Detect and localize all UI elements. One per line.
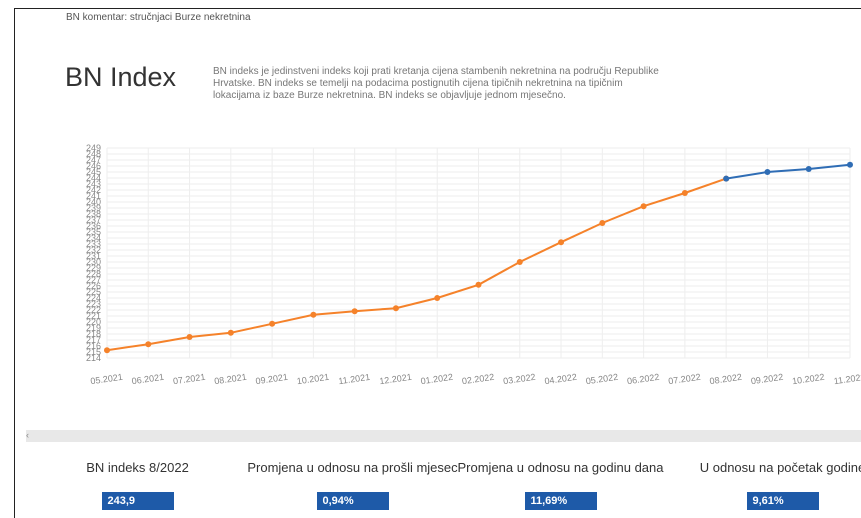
y-tick-label: 247	[86, 155, 101, 165]
y-tick-label: 236	[86, 221, 101, 231]
y-tick-label: 249	[86, 143, 101, 153]
stat-label: BN indeks 8/2022	[86, 460, 189, 475]
stat-value: 0,94%	[316, 492, 389, 510]
y-tick-label: 242	[86, 185, 101, 195]
x-tick-label: 01.2022	[420, 372, 454, 386]
y-tick-label: 235	[86, 227, 101, 237]
x-tick-label: 04.2022	[544, 372, 578, 386]
y-tick-label: 233	[86, 239, 101, 249]
x-tick-label: 06.2022	[626, 372, 660, 386]
y-tick-label: 232	[86, 245, 101, 255]
y-tick-label: 231	[86, 251, 101, 261]
y-tick-label: 234	[86, 233, 101, 243]
stat: U odnosu na početak godine 9,61%	[675, 460, 861, 510]
x-tick-label: 03.2022	[503, 372, 537, 386]
y-tick-label: 248	[86, 149, 101, 159]
stat-label: U odnosu na početak godine	[699, 460, 861, 475]
y-tick-label: 239	[86, 203, 101, 213]
y-tick-label: 216	[86, 341, 101, 351]
scrollbar[interactable]: ‹	[26, 430, 861, 442]
y-tick-label: 229	[86, 263, 101, 273]
point	[104, 347, 110, 354]
y-tick-label: 230	[86, 257, 101, 267]
point	[475, 281, 482, 288]
point	[269, 320, 276, 327]
x-tick-label: 07.2021	[172, 372, 206, 386]
y-tick-label: 228	[86, 269, 101, 279]
point	[805, 166, 812, 172]
point	[847, 161, 853, 168]
y-tick-label: 226	[86, 281, 101, 291]
stat-value: 9,61%	[746, 492, 819, 510]
line	[106, 177, 727, 352]
chart: 2142152162172182192202212222232242252262…	[86, 143, 861, 386]
y-tick-label: 219	[86, 323, 101, 333]
y-tick-label: 244	[86, 173, 101, 183]
point	[186, 334, 193, 340]
y-tick-label: 218	[86, 329, 101, 339]
y-tick-label: 214	[86, 353, 101, 363]
x-tick-label: 06.2021	[131, 372, 165, 386]
point	[145, 341, 152, 348]
y-tick-label: 223	[86, 299, 101, 309]
y-tick-label: 215	[86, 347, 101, 357]
point	[558, 239, 565, 246]
line	[726, 163, 851, 180]
y-tick-label: 221	[86, 311, 101, 321]
x-tick-label: 05.2021	[90, 372, 124, 386]
y-tick-label: 238	[86, 209, 101, 219]
y-tick-label: 224	[86, 293, 101, 303]
frame	[14, 8, 861, 518]
x-tick-label: 08.2021	[214, 372, 248, 386]
point	[227, 329, 234, 336]
x-tick-label: 10.2022	[791, 372, 825, 386]
stat: BN indeks 8/2022 243,9	[30, 460, 245, 510]
x-tick-label: 10.2021	[296, 372, 330, 386]
y-tick-label: 246	[86, 161, 101, 171]
x-tick-label: 09.2021	[255, 372, 289, 386]
point	[351, 308, 358, 315]
point	[392, 305, 399, 312]
stat: Promjena u odnosu na prošli mjesec 0,94%	[245, 460, 460, 510]
point	[764, 169, 771, 175]
x-tick-label: 11.2021	[338, 372, 371, 386]
point	[723, 175, 730, 182]
point	[310, 311, 317, 318]
point	[434, 295, 441, 301]
x-tick-label: 12.2021	[379, 372, 413, 386]
point	[599, 220, 606, 226]
stat: Promjena u odnosu na godinu dana 11,69%	[453, 460, 668, 510]
y-tick-label: 243	[86, 179, 101, 189]
point	[516, 259, 523, 265]
y-tick-label: 222	[86, 305, 101, 315]
y-tick-label: 220	[86, 317, 101, 327]
y-tick-label: 240	[86, 197, 101, 207]
y-tick-label: 241	[86, 191, 101, 201]
breadcrumb[interactable]: BN komentar: stručnjaci Burze nekretnina	[66, 12, 251, 23]
stat-value: 243,9	[101, 492, 174, 510]
x-tick-label: 08.2022	[709, 372, 743, 386]
x-tick-label: 05.2022	[585, 372, 619, 386]
stat-value: 11,69%	[524, 492, 597, 510]
x-tick-label: 09.2022	[750, 372, 784, 386]
stat-label: Promjena u odnosu na godinu dana	[457, 460, 664, 475]
page-title: BN Index	[65, 62, 177, 92]
x-tick-label: 11.2022	[833, 372, 861, 386]
y-tick-label: 225	[86, 287, 101, 297]
x-tick-label: 02.2022	[461, 372, 495, 386]
y-tick-label: 227	[86, 275, 101, 285]
y-tick-label: 237	[86, 215, 101, 225]
point	[681, 190, 688, 196]
y-tick-label: 217	[86, 335, 101, 345]
description: BN indeks je jedinstveni indeks koji pra…	[213, 66, 659, 101]
y-tick-label: 245	[86, 167, 101, 177]
x-tick-label: 07.2022	[668, 372, 702, 386]
stat-label: Promjena u odnosu na prošli mjesec	[247, 460, 458, 475]
point	[640, 203, 647, 210]
